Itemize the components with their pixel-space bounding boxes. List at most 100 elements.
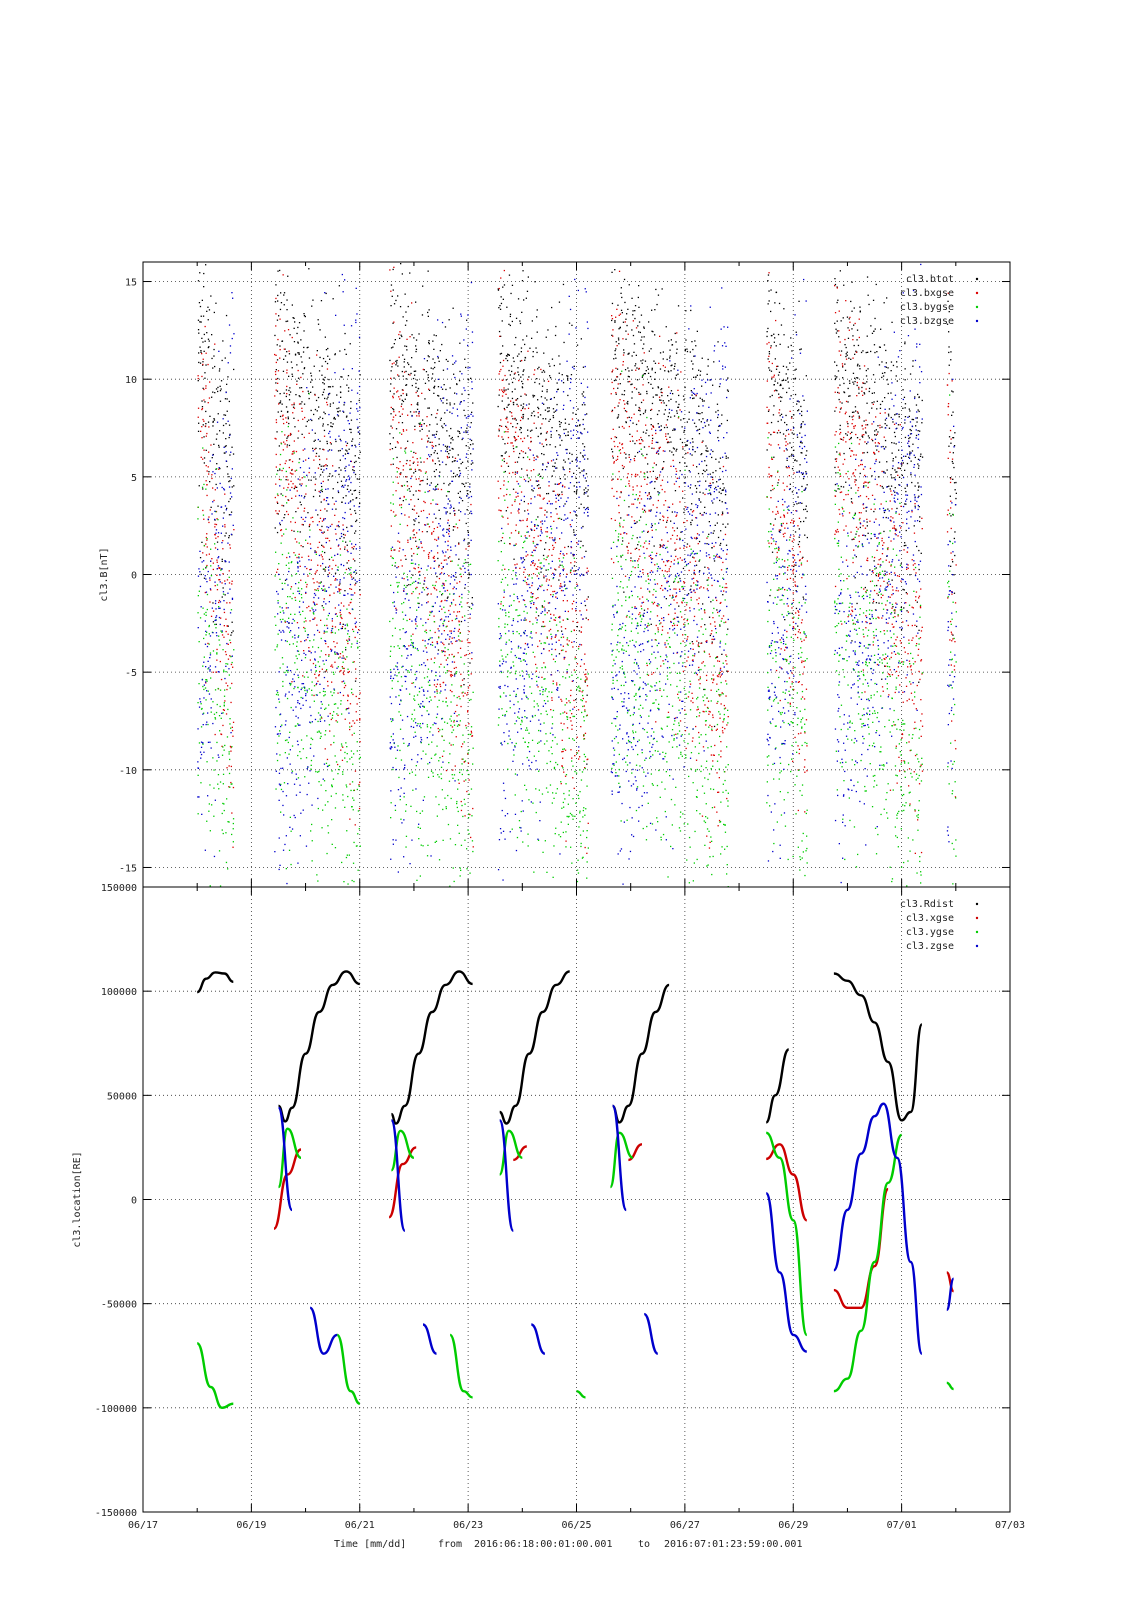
data-point-cl3-bxgse — [535, 632, 537, 634]
data-point-cl3-bygse — [428, 684, 431, 686]
data-point-cl3-bzgse — [323, 601, 325, 603]
data-point-cl3-bxgse — [226, 602, 228, 604]
data-point-cl3-bygse — [427, 776, 430, 778]
data-point-cl3-bygse — [225, 832, 227, 834]
data-point-cl3-bxgse — [564, 628, 567, 630]
data-point-cl3-btot — [205, 364, 207, 366]
data-point-cl3-bzgse — [415, 722, 417, 724]
data-point-cl3-btot — [350, 500, 352, 502]
data-point-cl3-btot — [202, 315, 205, 317]
data-point-cl3-bygse — [287, 741, 289, 744]
data-point-cl3-bzgse — [449, 636, 451, 638]
data-point-cl3-btot — [199, 362, 202, 364]
data-point-cl3-bzgse — [429, 484, 431, 486]
data-point-cl3-btot — [523, 500, 525, 503]
data-point-cl3-bxgse — [448, 670, 450, 672]
data-point-cl3-bxgse — [396, 391, 398, 393]
data-point-cl3-btot — [463, 678, 465, 680]
data-point-cl3-btot — [287, 418, 289, 420]
data-point-cl3-bzgse — [431, 447, 434, 449]
data-point-cl3-bxgse — [409, 618, 411, 620]
data-point-cl3-bygse — [506, 676, 509, 678]
data-point-cl3-bygse — [327, 832, 330, 834]
data-point-cl3-bzgse — [279, 784, 281, 787]
data-point-cl3-bzgse — [342, 291, 344, 293]
data-point-cl3-bzgse — [470, 573, 472, 576]
data-point-cl3-bygse — [401, 655, 403, 657]
data-point-cl3-bygse — [543, 743, 546, 745]
data-point-cl3-btot — [469, 491, 471, 493]
data-point-cl3-bzgse — [446, 563, 448, 565]
data-point-cl3-btot — [426, 360, 428, 362]
data-point-cl3-bxgse — [298, 553, 300, 555]
data-point-cl3-bxgse — [231, 726, 233, 728]
data-point-cl3-btot — [583, 489, 585, 491]
data-point-cl3-bygse — [546, 556, 548, 558]
data-point-cl3-btot — [505, 451, 507, 453]
data-point-cl3-bygse — [451, 560, 453, 562]
data-point-cl3-btot — [511, 370, 513, 373]
data-point-cl3-btot — [355, 497, 357, 499]
data-point-cl3-bxgse — [510, 512, 512, 514]
data-point-cl3-btot — [512, 418, 514, 420]
data-point-cl3-btot — [324, 376, 326, 379]
data-point-cl3-bygse — [390, 817, 392, 819]
data-point-cl3-bzgse — [311, 804, 313, 806]
data-point-cl3-bxgse — [349, 703, 352, 705]
data-point-cl3-btot — [441, 388, 444, 390]
data-point-cl3-bxgse — [399, 398, 401, 400]
data-point-cl3-btot — [340, 376, 342, 378]
data-point-cl3-bxgse — [412, 530, 414, 532]
data-point-cl3-bxgse — [218, 567, 220, 569]
data-point-cl3-bygse — [331, 784, 333, 786]
data-point-cl3-btot — [433, 334, 435, 336]
data-point-cl3-btot — [211, 396, 213, 398]
data-point-cl3-bxgse — [305, 586, 308, 588]
data-point-cl3-bzgse — [314, 551, 316, 554]
data-point-cl3-bygse — [586, 830, 588, 832]
data-point-cl3-bygse — [441, 789, 443, 791]
data-point-cl3-bygse — [357, 647, 359, 649]
data-point-cl3-btot — [219, 467, 221, 470]
data-point-cl3-bxgse — [332, 559, 334, 561]
data-point-cl3-bzgse — [198, 568, 200, 570]
data-point-cl3-bxgse — [500, 368, 502, 371]
data-point-cl3-bzgse — [412, 642, 414, 644]
data-point-cl3-btot — [450, 427, 452, 430]
data-point-cl3-btot — [468, 606, 471, 608]
data-point-cl3-bxgse — [469, 684, 471, 687]
data-point-cl3-bxgse — [465, 724, 467, 727]
data-point-cl3-btot — [403, 361, 405, 363]
data-point-cl3-bzgse — [395, 609, 397, 611]
data-point-cl3-btot — [445, 358, 447, 361]
data-point-cl3-bxgse — [210, 589, 212, 591]
data-point-cl3-bygse — [288, 617, 290, 619]
data-point-cl3-bzgse — [278, 868, 280, 871]
data-point-cl3-btot — [448, 453, 450, 455]
data-point-cl3-btot — [538, 366, 540, 368]
data-point-cl3-bygse — [216, 703, 218, 706]
data-point-cl3-bygse — [463, 741, 465, 743]
data-point-cl3-btot — [537, 615, 540, 617]
data-point-cl3-bxgse — [537, 566, 539, 568]
data-point-cl3-btot — [433, 386, 435, 389]
data-point-cl3-btot — [500, 455, 503, 457]
data-point-cl3-bygse — [314, 604, 316, 606]
data-point-cl3-bygse — [206, 761, 208, 763]
data-point-cl3-bxgse — [535, 607, 537, 609]
data-point-cl3-bxgse — [546, 531, 549, 533]
data-point-cl3-bxgse — [278, 403, 280, 405]
data-point-cl3-bzgse — [337, 553, 339, 555]
data-point-cl3-bygse — [444, 797, 446, 799]
data-point-cl3-bygse — [416, 879, 418, 881]
data-point-cl3-bzgse — [440, 386, 442, 388]
data-point-cl3-bxgse — [461, 616, 464, 618]
data-point-cl3-bxgse — [548, 485, 550, 487]
data-point-cl3-bzgse — [415, 677, 418, 679]
data-point-cl3-bzgse — [344, 458, 346, 460]
data-point-cl3-bygse — [450, 715, 452, 717]
data-point-cl3-bygse — [405, 835, 408, 837]
data-point-cl3-bxgse — [348, 670, 350, 673]
data-point-cl3-bxgse — [293, 440, 295, 442]
data-point-cl3-btot — [564, 503, 566, 505]
